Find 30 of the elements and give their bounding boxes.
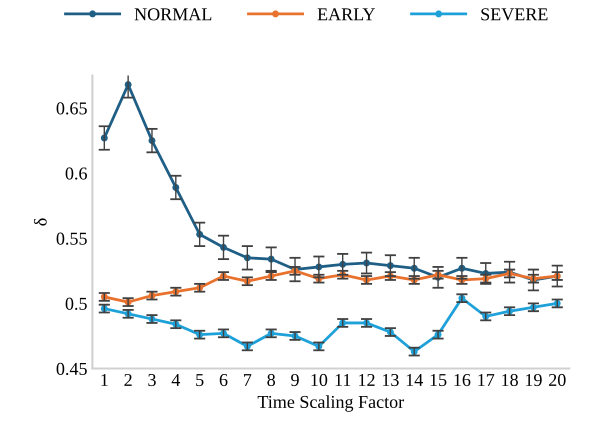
x-tick-label: 3: [148, 374, 156, 386]
x-tick-label: 5: [196, 374, 204, 386]
x-tick-label: 13: [382, 374, 399, 386]
y-tick-label: 0.5: [66, 298, 87, 310]
x-tick-label: 6: [220, 374, 228, 386]
y-tick-label: 0.65: [56, 102, 87, 115]
y-tick-label: 0.6: [66, 167, 87, 180]
x-tick-label: 20: [549, 374, 566, 386]
x-tick-label: 17: [478, 374, 494, 386]
x-tick-label: 10: [311, 374, 328, 386]
x-tick-label: 15: [430, 374, 446, 386]
x-tick-label: 4: [172, 374, 180, 386]
x-tick-label: 19: [526, 374, 542, 386]
legend-label: EARLY: [318, 8, 375, 20]
legend-label: NORMAL: [134, 8, 212, 20]
y-axis-title: δ: [34, 218, 47, 226]
legend-label: SEVERE: [481, 8, 548, 20]
y-tick-label: 0.45: [56, 362, 87, 376]
x-tick-label: 14: [406, 374, 423, 386]
x-tick-label: 8: [267, 374, 276, 386]
x-tick-label: 11: [336, 374, 350, 386]
x-tick-label: 7: [244, 374, 252, 386]
x-tick-label: 12: [359, 374, 375, 386]
x-axis-title: Time Scaling Factor: [258, 395, 404, 412]
x-tick-label: 16: [454, 374, 470, 386]
x-tick-label: 1: [101, 374, 108, 386]
x-tick-label: 18: [502, 374, 518, 386]
y-tick-label: 0.55: [56, 232, 87, 245]
x-tick-label: 2: [124, 374, 132, 386]
x-tick-label: 9: [291, 374, 299, 386]
